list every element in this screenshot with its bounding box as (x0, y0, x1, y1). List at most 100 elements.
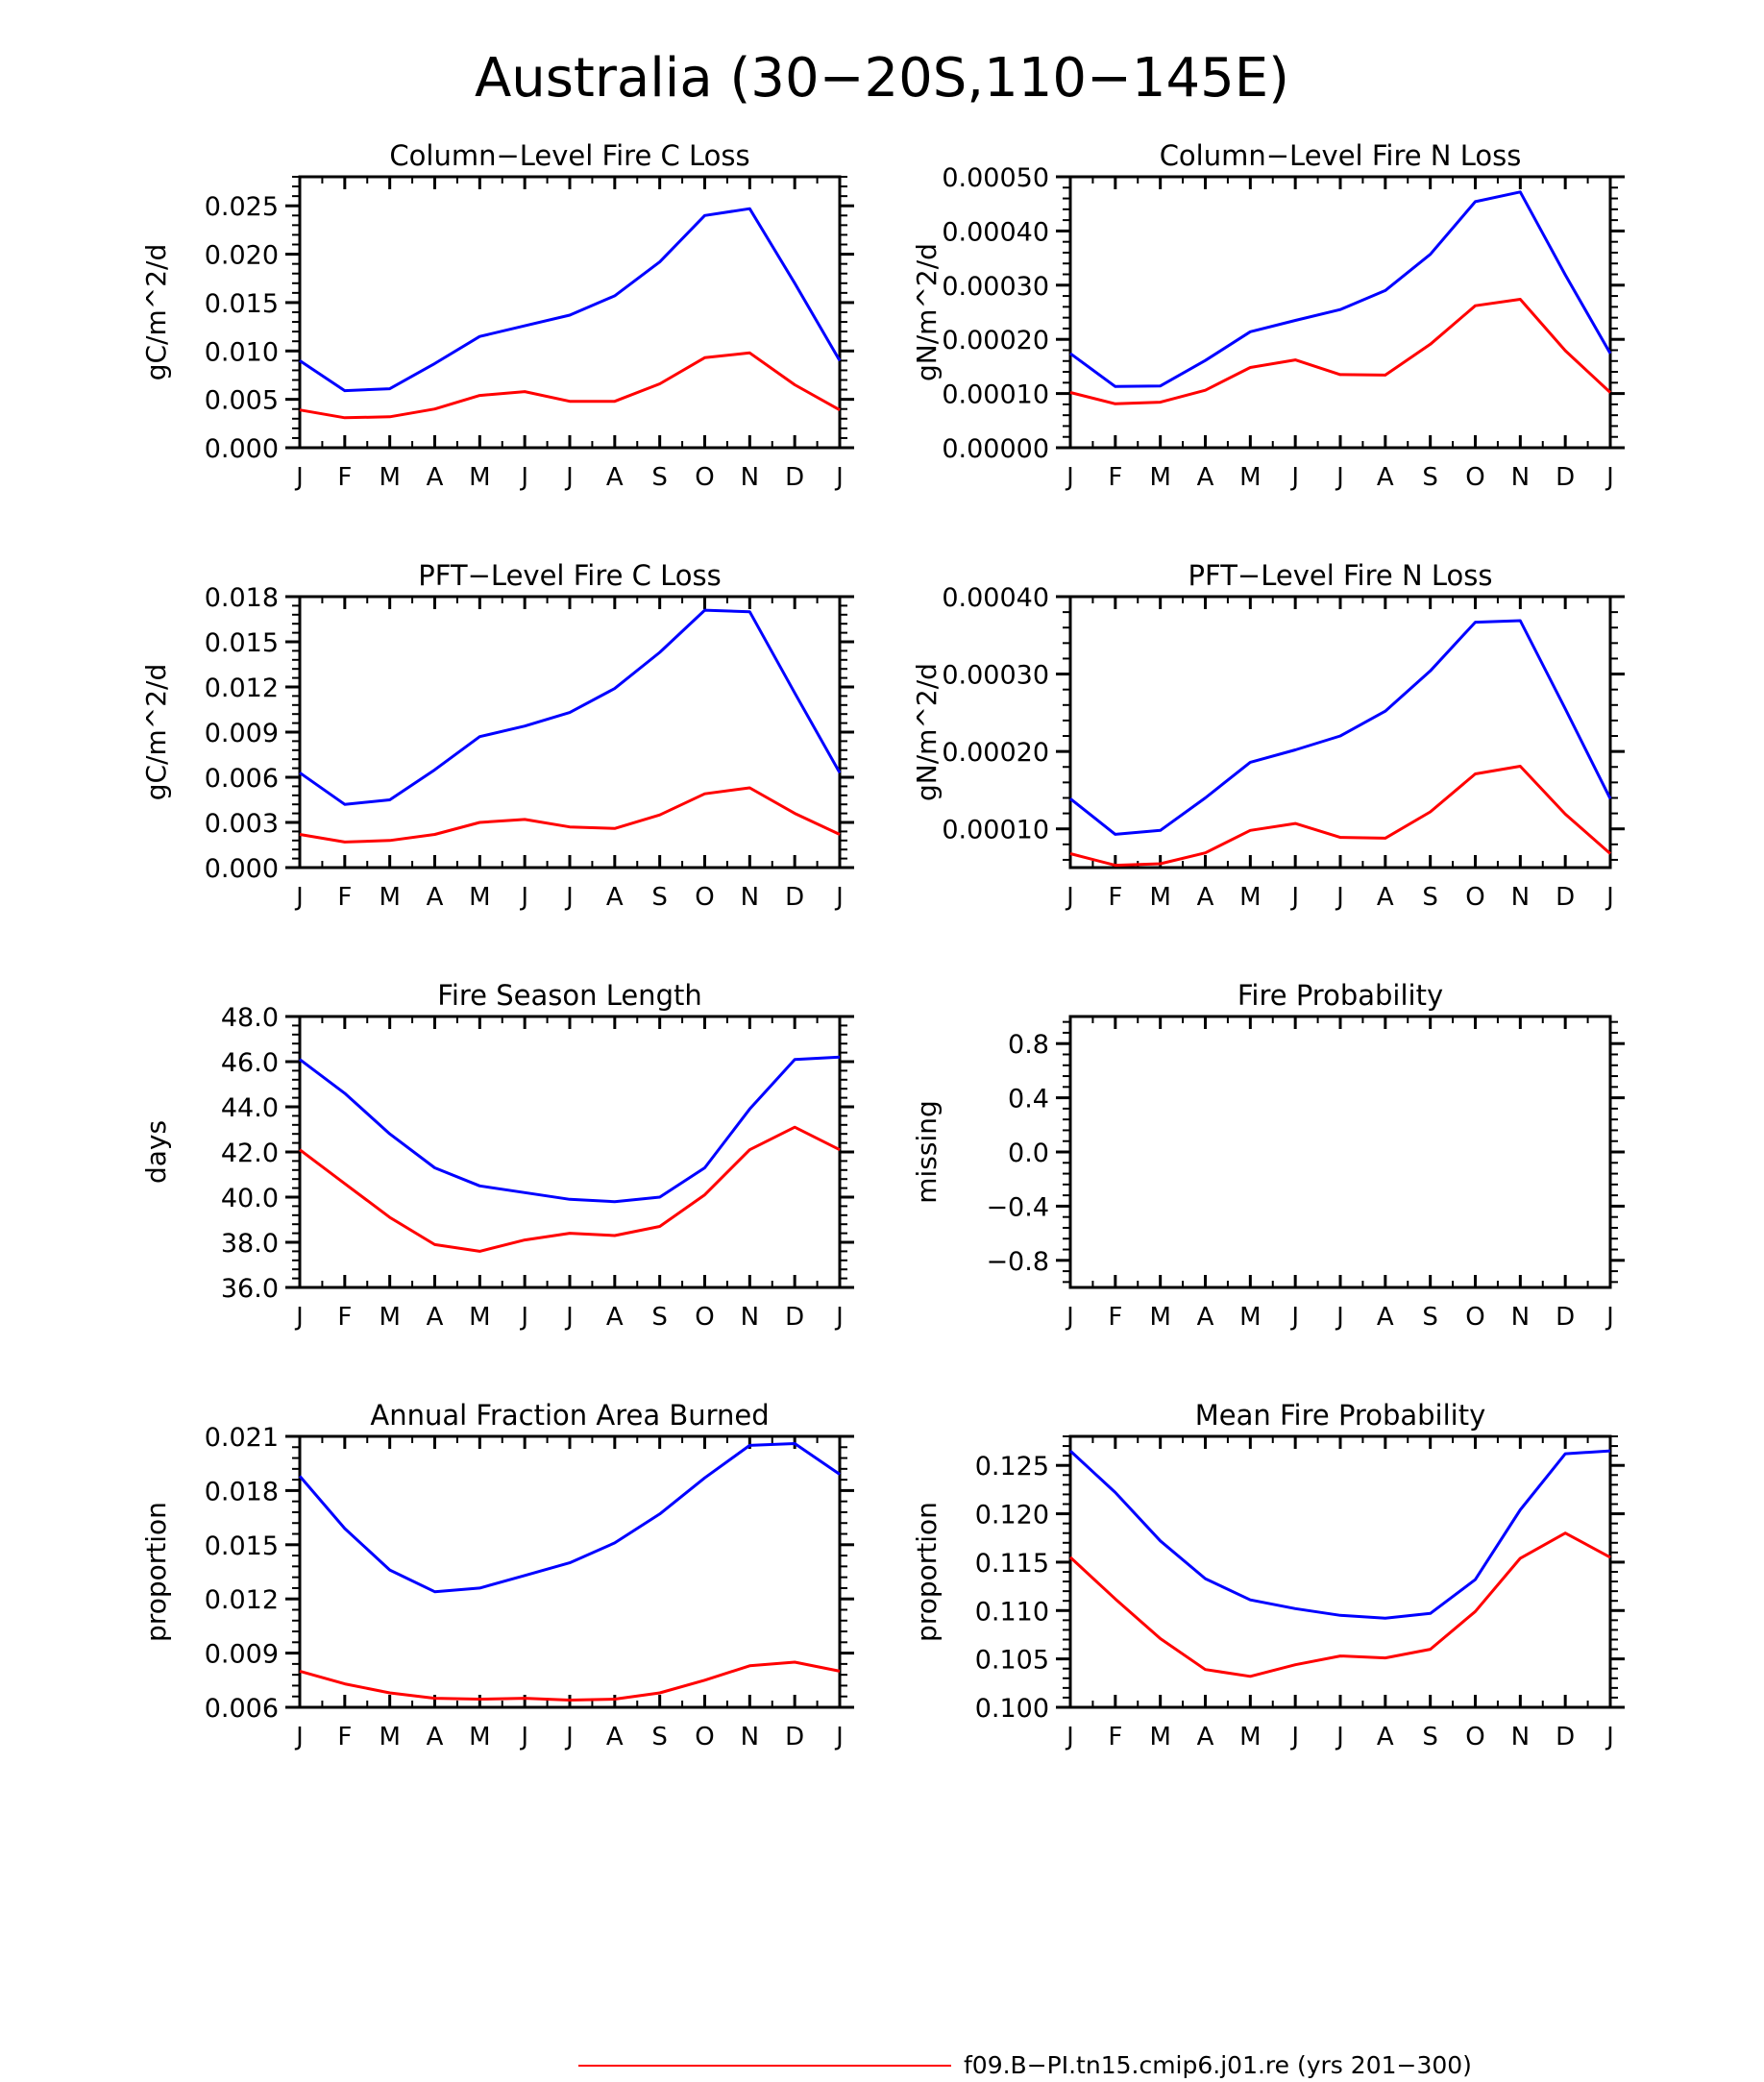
y-tick-label: 0.110 (975, 1597, 1049, 1627)
x-tick-label: A (606, 883, 624, 912)
x-tick-label: A (1377, 883, 1394, 912)
y-tick-label: 0.018 (205, 1477, 279, 1506)
x-tick-label: O (695, 883, 714, 912)
x-tick-label: J (1335, 883, 1344, 912)
x-tick-label: D (1556, 1303, 1575, 1332)
x-tick-label: D (785, 1723, 804, 1751)
x-tick-label: M (469, 883, 490, 912)
y-tick-label: 48.0 (221, 1003, 279, 1033)
y-tick-label: 0.003 (205, 809, 279, 839)
y-tick-label: 0.120 (975, 1501, 1049, 1531)
x-tick-label: J (834, 463, 844, 492)
x-tick-label: M (1239, 463, 1261, 492)
x-tick-label: F (1108, 463, 1122, 492)
y-tick-label: 0.00010 (942, 380, 1049, 410)
series-line-2 (299, 351, 841, 420)
x-tick-label: S (1422, 883, 1438, 912)
chart-title: Annual Fraction Area Burned (370, 1399, 769, 1432)
y-tick-label: −0.4 (986, 1192, 1049, 1222)
series-line-1 (299, 1055, 841, 1204)
x-tick-label: M (1149, 1723, 1170, 1751)
x-tick-label: M (469, 463, 490, 492)
y-tick-label: 0.020 (205, 241, 279, 271)
x-tick-label: J (519, 883, 528, 912)
y-axis-label: proportion (140, 1502, 172, 1642)
x-tick-label: M (1239, 1303, 1261, 1332)
x-tick-label: N (741, 1303, 759, 1332)
series-line-2 (299, 786, 841, 844)
y-tick-label: −0.8 (986, 1247, 1049, 1277)
x-tick-label: N (741, 463, 759, 492)
chart-title: Fire Season Length (437, 979, 701, 1012)
x-tick-label: A (1377, 1723, 1394, 1751)
y-axis-label: gN/m^2/d (911, 243, 943, 381)
x-tick-label: J (1605, 883, 1614, 912)
series-line-1 (299, 207, 842, 393)
x-tick-label: F (337, 1723, 352, 1751)
y-axis-label: gC/m^2/d (140, 664, 172, 801)
x-tick-label: O (695, 1303, 714, 1332)
x-tick-label: M (1149, 883, 1170, 912)
x-tick-label: A (1197, 1303, 1214, 1332)
y-tick-label: 0.015 (205, 628, 279, 658)
chart-title: Fire Probability (1237, 979, 1443, 1012)
x-tick-label: N (1511, 1723, 1530, 1751)
y-tick-label: 0.00020 (942, 326, 1049, 355)
x-tick-label: J (564, 883, 574, 912)
x-tick-label: J (1289, 463, 1299, 492)
x-tick-label: J (564, 1303, 574, 1332)
x-tick-label: A (606, 463, 624, 492)
x-tick-label: O (1465, 883, 1484, 912)
x-tick-label: F (337, 463, 352, 492)
chart-title: Column−Level Fire C Loss (389, 139, 749, 172)
x-tick-label: M (469, 1723, 490, 1751)
x-tick-label: D (785, 1303, 804, 1332)
y-tick-label: 0.100 (975, 1694, 1049, 1724)
chart-title: PFT−Level Fire N Loss (1188, 559, 1493, 592)
series-line-2 (1069, 765, 1611, 868)
x-tick-label: J (1065, 883, 1074, 912)
x-tick-label: J (1289, 883, 1299, 912)
x-tick-label: J (1289, 1723, 1299, 1751)
y-tick-label: 0.015 (205, 289, 279, 319)
x-tick-label: A (1377, 463, 1394, 492)
y-tick-label: 0.00030 (942, 661, 1049, 691)
x-tick-label: O (695, 1723, 714, 1751)
chart-panel-1: J F M A M J J A S O N D J0.0000.0050.0100.0150.0200.… (140, 139, 854, 492)
x-tick-label: J (519, 1303, 528, 1332)
y-tick-label: 0.018 (205, 583, 279, 613)
y-tick-label: 42.0 (221, 1139, 279, 1168)
x-tick-label: A (1197, 1723, 1214, 1751)
y-tick-label: 0.000 (205, 434, 279, 464)
chart-panel-2: J F M A M J J A S O N D J0.000000.000100.000200.0003… (911, 139, 1625, 492)
x-tick-label: A (427, 883, 444, 912)
x-tick-label: J (1065, 463, 1074, 492)
x-tick-label: A (427, 1723, 444, 1751)
chart-title: PFT−Level Fire C Loss (418, 559, 722, 592)
y-tick-label: 40.0 (221, 1184, 279, 1213)
y-tick-label: 0.015 (205, 1531, 279, 1561)
y-tick-label: 0.006 (205, 1694, 279, 1724)
series-line-1 (1069, 190, 1612, 388)
x-tick-label: O (695, 463, 714, 492)
x-tick-label: A (1197, 883, 1214, 912)
y-tick-label: 0.009 (205, 1640, 279, 1670)
chart-title: Mean Fire Probability (1195, 1399, 1486, 1432)
series-line-1 (299, 608, 842, 806)
y-axis-label: gC/m^2/d (140, 244, 172, 381)
x-tick-label: O (1465, 463, 1484, 492)
y-tick-label: 0.021 (205, 1423, 279, 1453)
y-axis-label: gN/m^2/d (911, 663, 943, 801)
y-tick-label: 0.00010 (942, 816, 1049, 845)
figure-title: Australia (30−20S,110−145E) (475, 47, 1289, 110)
series-line-1 (1069, 619, 1612, 836)
x-tick-label: A (427, 1303, 444, 1332)
y-tick-label: 0.005 (205, 386, 279, 416)
series-line-2 (299, 1660, 841, 1702)
y-tick-label: 0.00040 (942, 217, 1049, 247)
y-tick-label: 46.0 (221, 1048, 279, 1078)
x-tick-label: J (294, 1303, 304, 1332)
x-tick-label: A (1377, 1303, 1394, 1332)
